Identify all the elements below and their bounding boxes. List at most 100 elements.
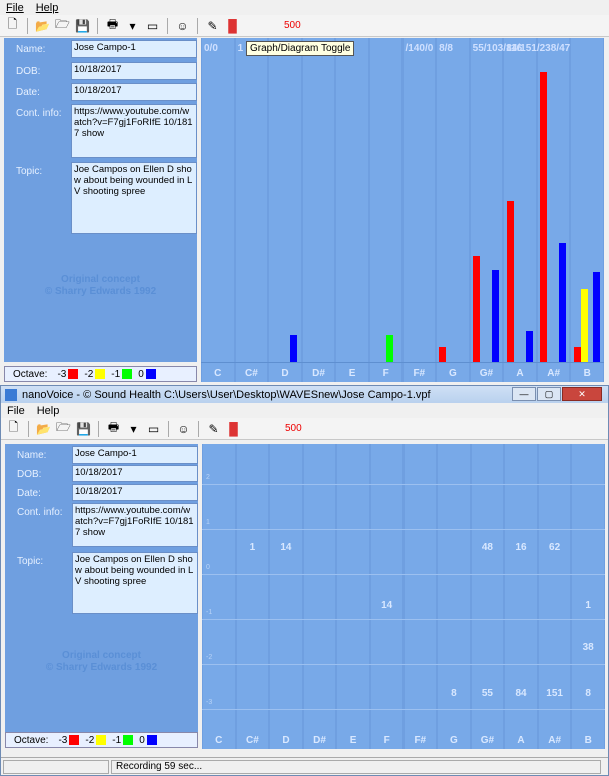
toolbar-separator xyxy=(167,17,168,34)
graph-toggle-tooltip: Graph/Diagram Toggle xyxy=(246,41,355,56)
frequency-diagram[interactable]: C C# D D# E F F# G G# A A# B 2 1 0 -1 -2 -3 1 14 48 16 62 14 1 38… xyxy=(202,444,605,749)
note-label: D xyxy=(281,368,289,379)
note-column xyxy=(369,38,402,382)
cont-field[interactable]: https://www.youtube.com/watch?v=F7gj1FoR… xyxy=(71,104,197,158)
top-value-label: 84/151/238/47 xyxy=(506,43,571,54)
grid-line xyxy=(202,484,605,485)
topic-label: Topic: xyxy=(17,556,44,567)
dob-label: DOB: xyxy=(17,469,42,480)
bar-G-oct-3 xyxy=(439,346,447,362)
diagram-value: 14 xyxy=(280,542,292,553)
dropdown-icon[interactable]: ▾ xyxy=(130,421,137,436)
topic-label: Topic: xyxy=(16,166,43,177)
octave-item-m2: -2 xyxy=(84,369,106,380)
new-icon[interactable]: 🗋 xyxy=(8,420,19,434)
octave-item-m3: -3 xyxy=(58,735,80,746)
note-label: F xyxy=(383,735,390,746)
pipette-icon[interactable]: ✎ xyxy=(207,18,218,33)
bar-B-oct-3 xyxy=(573,346,581,362)
note-column xyxy=(538,444,571,749)
app-icon xyxy=(5,388,17,401)
topic-field[interactable]: Joe Campos on Ellen D show about being w… xyxy=(72,552,198,614)
window-title: nanoVoice - © Sound Health C:\Users\User… xyxy=(22,388,431,401)
note-label: E xyxy=(348,368,356,379)
dob-field[interactable]: 10/18/2017 xyxy=(72,465,198,482)
dropdown-icon[interactable]: ▾ xyxy=(129,18,136,33)
name-field[interactable]: Jose Campo-1 xyxy=(71,40,197,58)
grid-line xyxy=(202,709,605,710)
grid-line xyxy=(202,664,605,665)
pipette-icon[interactable]: ✎ xyxy=(208,421,219,436)
octave-item-0: 0 xyxy=(138,369,156,380)
note-column xyxy=(471,444,504,749)
note-label: C xyxy=(214,368,222,379)
octave-label: Octave: xyxy=(14,734,49,746)
maximize-button[interactable]: ▢ xyxy=(537,387,561,401)
date-field[interactable]: 10/18/2017 xyxy=(72,484,198,501)
open-icon[interactable]: 📂 xyxy=(35,18,50,33)
diagram-value: 84 xyxy=(515,688,527,699)
bar-Gs-oct-3 xyxy=(472,256,480,362)
print-icon[interactable]: 🖶 xyxy=(107,420,120,434)
open-folder-icon[interactable]: 🗁 xyxy=(56,420,71,434)
note-label: A xyxy=(516,368,524,379)
menu-file[interactable]: File xyxy=(6,1,24,14)
diagram-value: 1 xyxy=(585,600,591,611)
note-column xyxy=(572,444,604,749)
monitor-icon[interactable]: ▭ xyxy=(147,421,160,436)
main-window-bottom: nanoVoice - © Sound Health C:\Users\User… xyxy=(0,385,609,776)
note-label: E xyxy=(349,735,357,746)
diagram-value: 55 xyxy=(481,688,493,699)
bar-chart-icon[interactable]: ▐▌ xyxy=(224,18,242,33)
menu-help[interactable]: Help xyxy=(35,1,59,14)
minimize-button[interactable]: — xyxy=(512,387,536,401)
dob-field[interactable]: 10/18/2017 xyxy=(71,62,197,80)
menu-help[interactable]: Help xyxy=(36,404,60,417)
note-column xyxy=(236,444,269,749)
date-field[interactable]: 10/18/2017 xyxy=(71,83,197,101)
note-label: C# xyxy=(245,735,259,746)
y-axis-label: 1 xyxy=(206,519,210,526)
grid-line xyxy=(202,529,605,530)
note-label: C# xyxy=(244,368,258,379)
swatch-m1 xyxy=(123,735,134,745)
bar-F-oct-1 xyxy=(386,335,394,362)
credit-line2: © Sharry Edwards 1992 xyxy=(44,286,157,297)
note-column xyxy=(404,444,437,749)
status-cell-empty xyxy=(3,760,109,774)
monitor-icon[interactable]: ▭ xyxy=(146,18,159,33)
credit-text: Original concept © Sharry Edwards 1992 xyxy=(5,650,198,674)
print-icon[interactable]: 🖶 xyxy=(106,17,119,31)
cont-field[interactable]: https://www.youtube.com/watch?v=F7gj1FoR… xyxy=(72,503,198,547)
open-folder-icon[interactable]: 🗁 xyxy=(55,17,70,31)
note-column xyxy=(202,38,234,382)
dob-label: DOB: xyxy=(16,66,41,77)
note-label: A xyxy=(517,735,525,746)
swatch-m2 xyxy=(95,369,106,379)
profile-panel: Name: Jose Campo-1 DOB: 10/18/2017 Date:… xyxy=(5,444,198,732)
bar-Gs-oct0 xyxy=(491,269,499,362)
portrait-icon[interactable]: ☺ xyxy=(177,421,190,436)
topic-field[interactable]: Joe Campos on Ellen D show about being w… xyxy=(71,162,197,234)
frequency-graph[interactable]: C C# D D# E F F# G G# A A# B 0/0 1/140/0 8/8 55/103/116… xyxy=(201,38,604,382)
note-column xyxy=(203,444,235,749)
bar-chart-icon[interactable]: ▐▌ xyxy=(225,421,243,436)
new-icon[interactable]: 🗋 xyxy=(7,17,18,31)
save-icon[interactable]: 💾 xyxy=(76,421,91,436)
name-field[interactable]: Jose Campo-1 xyxy=(72,446,198,464)
swatch-m3 xyxy=(68,369,79,379)
octave-legend: Octave: -3 -2 -1 0 xyxy=(4,366,197,382)
diagram-value: 8 xyxy=(585,688,591,699)
swatch-m2 xyxy=(96,735,107,745)
toolbar: 🗋 📂 🗁 💾 🖶 ▾ ▭ ☺ ✎ ▐▌ 500 xyxy=(1,418,608,440)
octave-legend: Octave: -3 -2 -1 0 xyxy=(5,732,198,748)
close-button[interactable]: ✕ xyxy=(562,387,602,401)
note-column xyxy=(336,38,368,382)
top-value-label: 8/8 xyxy=(439,43,453,54)
note-label: F# xyxy=(413,368,426,379)
open-icon[interactable]: 📂 xyxy=(36,421,51,436)
note-column xyxy=(403,38,436,382)
menu-file[interactable]: File xyxy=(7,404,25,417)
portrait-icon[interactable]: ☺ xyxy=(176,18,189,33)
save-icon[interactable]: 💾 xyxy=(75,18,90,33)
